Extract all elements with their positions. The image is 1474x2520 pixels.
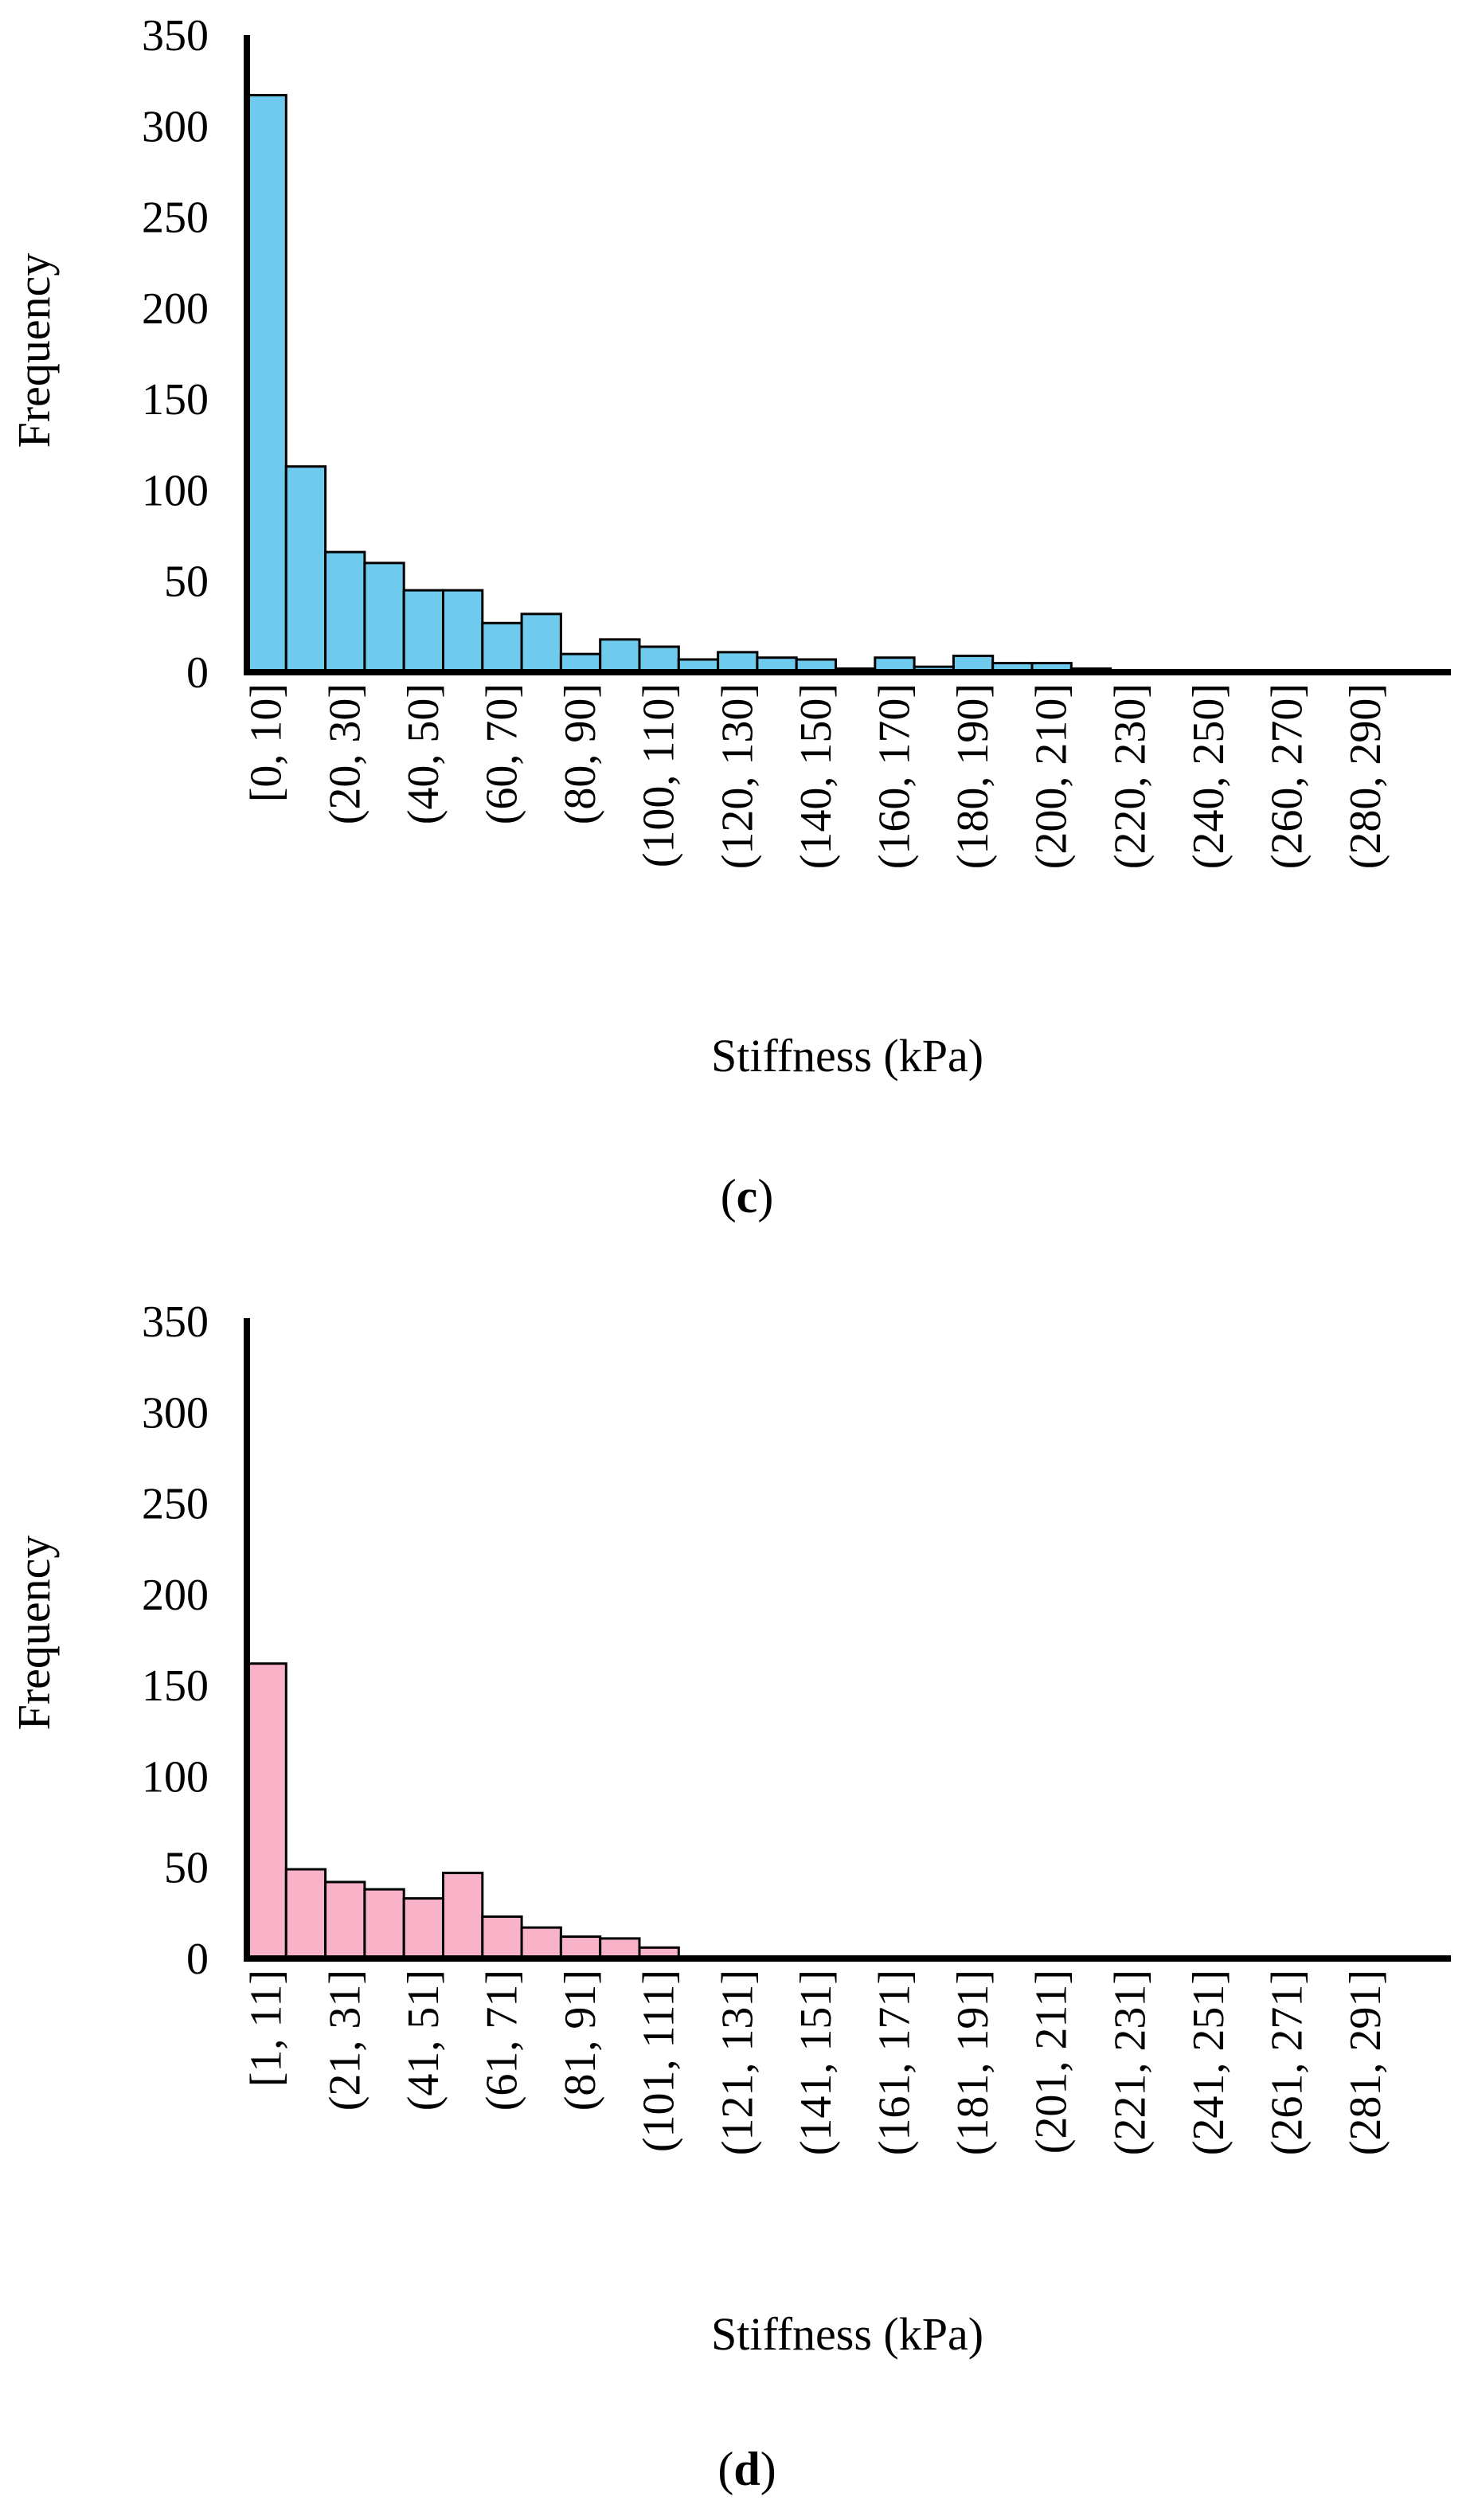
- y-tick-label: 150: [142, 375, 209, 425]
- bar: [481, 1915, 523, 1960]
- x-tick-label: (60, 70]: [477, 683, 526, 824]
- bar: [402, 589, 445, 674]
- bar: [599, 638, 641, 674]
- x-tick-label: (20, 30]: [320, 683, 369, 824]
- x-tick-label: (280, 290]: [1341, 683, 1390, 869]
- y-tick-label: 150: [142, 1661, 209, 1711]
- bar: [245, 1662, 287, 1960]
- x-tick-label: (40, 50]: [399, 683, 448, 824]
- panel-label: (c): [721, 1170, 774, 1223]
- x-tick-label: (140, 150]: [792, 683, 841, 869]
- bar: [442, 1872, 484, 1960]
- x-tick-label: (240, 250]: [1184, 683, 1234, 869]
- x-tick-label: (241, 251]: [1184, 1970, 1234, 2155]
- y-tick-label: 300: [142, 102, 209, 151]
- x-tick-label: (261, 271]: [1262, 1970, 1312, 2155]
- x-tick-label: (141, 151]: [792, 1970, 841, 2155]
- bar: [442, 589, 484, 674]
- x-axis-title: Stiffness (kPa): [711, 1030, 983, 1082]
- x-tick-label: (260, 270]: [1262, 683, 1312, 869]
- histogram-panel-c: Frequency 0 50 100 150 200 250 300 350 [0, 10] (…: [8, 11, 1451, 1223]
- x-tick-labels: [0, 10] (20, 30] (40, 50] (60, 70] (80, 90] (…: [242, 683, 1390, 869]
- bars: [245, 93, 1426, 674]
- x-tick-label: (161, 171]: [870, 1970, 919, 2155]
- y-tick-label: 50: [164, 1844, 209, 1893]
- x-tick-label: (200, 210]: [1027, 683, 1077, 869]
- bar: [284, 1868, 327, 1960]
- x-tick-label: (160, 170]: [870, 683, 919, 869]
- y-tick-label: 100: [142, 1752, 209, 1802]
- x-tick-label: (101, 111]: [635, 1970, 684, 2152]
- y-tick-label: 250: [142, 1480, 209, 1529]
- bar: [481, 621, 523, 674]
- y-tick-label: 300: [142, 1388, 209, 1438]
- x-tick-label: (61, 71]: [477, 1970, 526, 2111]
- x-tick-labels: [1, 11] (21, 31] (41, 51] (61, 71] (81, 91] (…: [242, 1970, 1390, 2155]
- bar: [363, 562, 405, 674]
- x-tick-label: (221, 231]: [1105, 1970, 1155, 2155]
- y-axis-title: Frequency: [8, 253, 60, 448]
- y-tick-label: 200: [142, 284, 209, 334]
- bar: [284, 465, 327, 674]
- y-tick-labels: 0 50 100 150 200 250 300 350: [142, 1297, 209, 1984]
- y-tick-label: 0: [186, 648, 209, 698]
- y-tick-label: 50: [164, 558, 209, 607]
- x-tick-label: (181, 191]: [948, 1970, 998, 2155]
- y-tick-label: 250: [142, 194, 209, 243]
- y-tick-labels: 0 50 100 150 200 250 300 350: [142, 11, 209, 698]
- x-tick-label: (220, 230]: [1105, 683, 1155, 869]
- panel-label: (d): [717, 2443, 776, 2495]
- x-tick-label: [0, 10]: [242, 683, 291, 802]
- y-axis-title: Frequency: [8, 1536, 60, 1731]
- bar: [363, 1888, 405, 1960]
- x-axis-title: Stiffness (kPa): [711, 2308, 983, 2360]
- y-tick-label: 350: [142, 11, 209, 61]
- x-tick-label: (100, 110]: [635, 683, 684, 867]
- x-tick-label: [1, 11]: [242, 1970, 291, 2087]
- histogram-panel-d: Frequency 0 50 100 150 200 250 300 350 [1, 11] (…: [8, 1297, 1451, 2495]
- x-tick-label: (121, 131]: [713, 1970, 762, 2155]
- x-tick-label: (180, 190]: [948, 683, 998, 869]
- x-tick-label: (120, 130]: [713, 683, 762, 869]
- bar: [324, 550, 366, 674]
- y-tick-label: 350: [142, 1297, 209, 1347]
- x-tick-label: (41, 51]: [399, 1970, 448, 2111]
- x-tick-label: (81, 91]: [556, 1970, 605, 2111]
- x-tick-label: (21, 31]: [320, 1970, 369, 2111]
- y-tick-label: 0: [186, 1935, 209, 1984]
- bar: [559, 1935, 602, 1960]
- x-tick-label: (281, 291]: [1341, 1970, 1390, 2155]
- bar: [324, 1880, 366, 1960]
- bars: [245, 1662, 680, 1960]
- x-tick-label: (201, 211]: [1027, 1970, 1077, 2154]
- bar: [520, 1926, 562, 1960]
- bar: [638, 645, 680, 674]
- bar: [245, 93, 287, 674]
- bar: [520, 612, 562, 674]
- x-tick-label: (80, 90]: [556, 683, 605, 824]
- y-tick-label: 100: [142, 466, 209, 515]
- bar: [402, 1897, 445, 1960]
- y-tick-label: 200: [142, 1571, 209, 1620]
